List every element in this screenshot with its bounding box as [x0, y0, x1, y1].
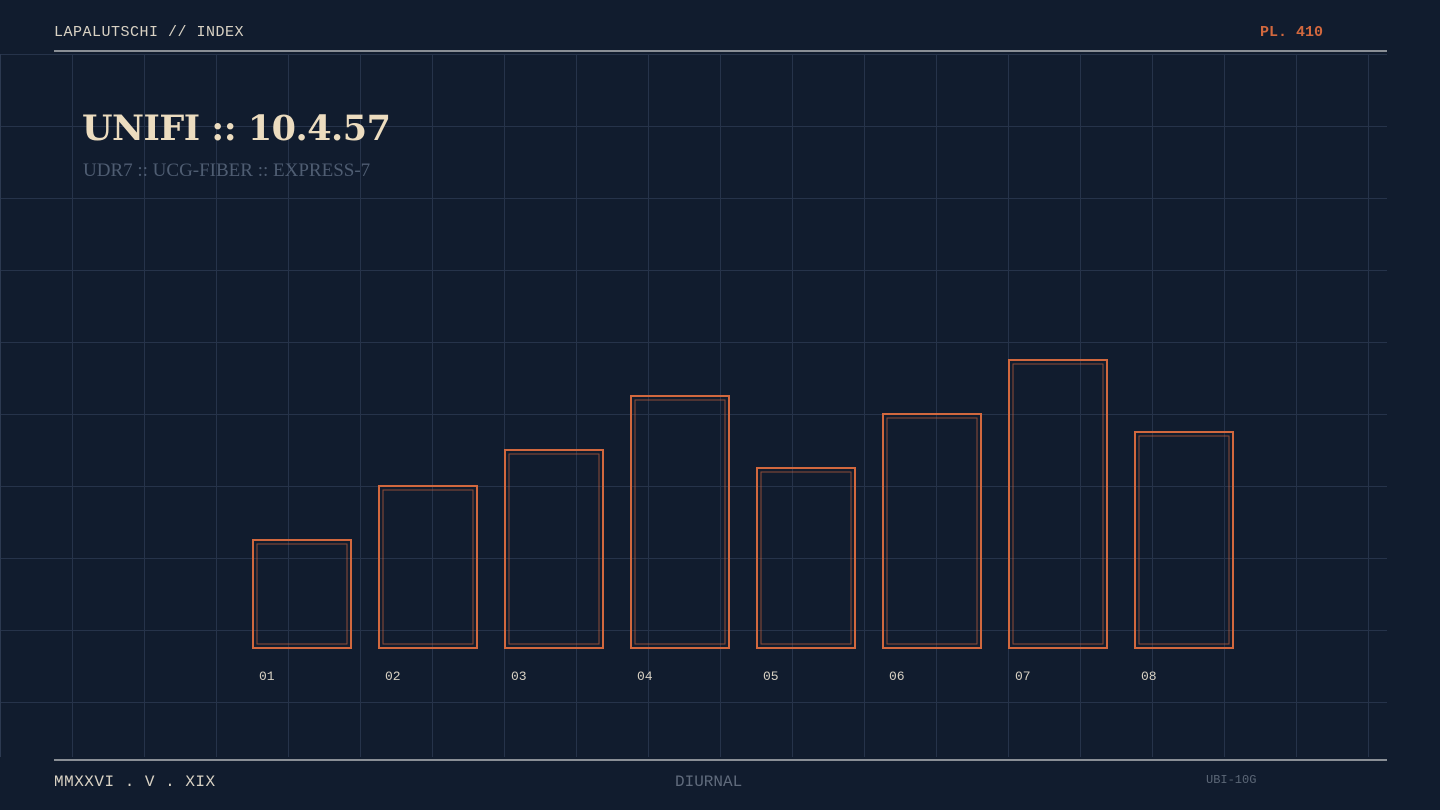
- x-tick-label: 07: [1015, 669, 1031, 684]
- footer-date: MMXXVI . V . XIX: [54, 773, 216, 791]
- bar-07: [1008, 359, 1108, 649]
- bar-01: [252, 539, 352, 649]
- bar-outline: [378, 485, 478, 649]
- bar-inner-outline: [634, 399, 726, 645]
- x-tick-label: 04: [637, 669, 653, 684]
- footer-code: UBI-10G: [1206, 773, 1257, 787]
- bar-inner-outline: [382, 489, 474, 645]
- bar-02: [378, 485, 478, 649]
- bar-outline: [504, 449, 604, 649]
- bar-03: [504, 449, 604, 649]
- header-label: LAPALUTSCHI // INDEX: [54, 24, 245, 41]
- bar-inner-outline: [886, 417, 978, 645]
- x-tick-label: 03: [511, 669, 527, 684]
- x-tick-label: 05: [763, 669, 779, 684]
- bar-inner-outline: [760, 471, 852, 645]
- bar-outline: [756, 467, 856, 649]
- chart-grid: [0, 54, 1387, 757]
- bar-06: [882, 413, 982, 649]
- x-tick-label: 06: [889, 669, 905, 684]
- chart-title: UNIFI :: 10.4.57: [82, 108, 391, 149]
- footer-mode: DIURNAL: [675, 773, 743, 791]
- bar-04: [630, 395, 730, 649]
- x-tick-label: 01: [259, 669, 275, 684]
- bar-05: [756, 467, 856, 649]
- bar-outline: [630, 395, 730, 649]
- top-rule: [54, 50, 1387, 52]
- bar-outline: [882, 413, 982, 649]
- left-edge-line: [0, 54, 1, 757]
- bar-outline: [1008, 359, 1108, 649]
- bar-inner-outline: [508, 453, 600, 645]
- bar-inner-outline: [1012, 363, 1104, 645]
- bottom-rule: [54, 759, 1387, 761]
- chart-subtitle: UDR7 :: UCG-FIBER :: EXPRESS-7: [83, 160, 371, 181]
- bar-08: [1134, 431, 1234, 649]
- x-tick-label: 08: [1141, 669, 1157, 684]
- bar-outline: [1134, 431, 1234, 649]
- bar-outline: [252, 539, 352, 649]
- x-tick-label: 02: [385, 669, 401, 684]
- plate-number: PL. 410: [1260, 24, 1324, 41]
- bar-inner-outline: [256, 543, 348, 645]
- bar-inner-outline: [1138, 435, 1230, 645]
